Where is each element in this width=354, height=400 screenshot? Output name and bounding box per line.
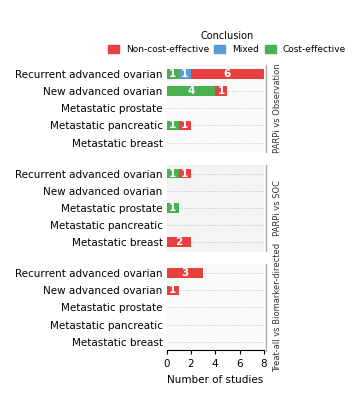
Bar [167,238,191,247]
Text: 6: 6 [224,69,231,79]
Text: PARPi vs Observation: PARPi vs Observation [273,64,282,153]
Text: 1: 1 [181,120,189,130]
Bar [167,264,264,350]
Bar [179,121,191,130]
Text: Treat-all vs Biomarker-directed: Treat-all vs Biomarker-directed [273,243,282,372]
Bar [179,69,191,79]
Bar [167,165,264,251]
Text: 1: 1 [181,69,189,79]
X-axis label: Number of studies: Number of studies [167,375,263,385]
Bar [167,286,179,295]
Bar [179,169,191,178]
Bar [167,65,264,151]
Bar [167,268,203,278]
Text: 1: 1 [169,168,176,178]
Bar [167,121,179,130]
Text: 1: 1 [169,120,176,130]
Legend: Non-cost-effective, Mixed, Cost-effective: Non-cost-effective, Mixed, Cost-effectiv… [104,27,350,58]
Text: 1: 1 [169,69,176,79]
Text: 1: 1 [181,168,189,178]
Text: 1: 1 [169,285,176,295]
Bar [167,86,215,96]
Bar [215,86,227,96]
Bar [167,203,179,212]
Text: 3: 3 [181,268,189,278]
Bar [191,69,264,79]
Text: 4: 4 [187,86,195,96]
Text: 1: 1 [169,203,176,213]
Bar [167,69,179,79]
Bar [167,169,179,178]
Text: 2: 2 [175,237,182,247]
Text: PARPi vs SOC: PARPi vs SOC [273,180,282,236]
Text: 1: 1 [218,86,225,96]
